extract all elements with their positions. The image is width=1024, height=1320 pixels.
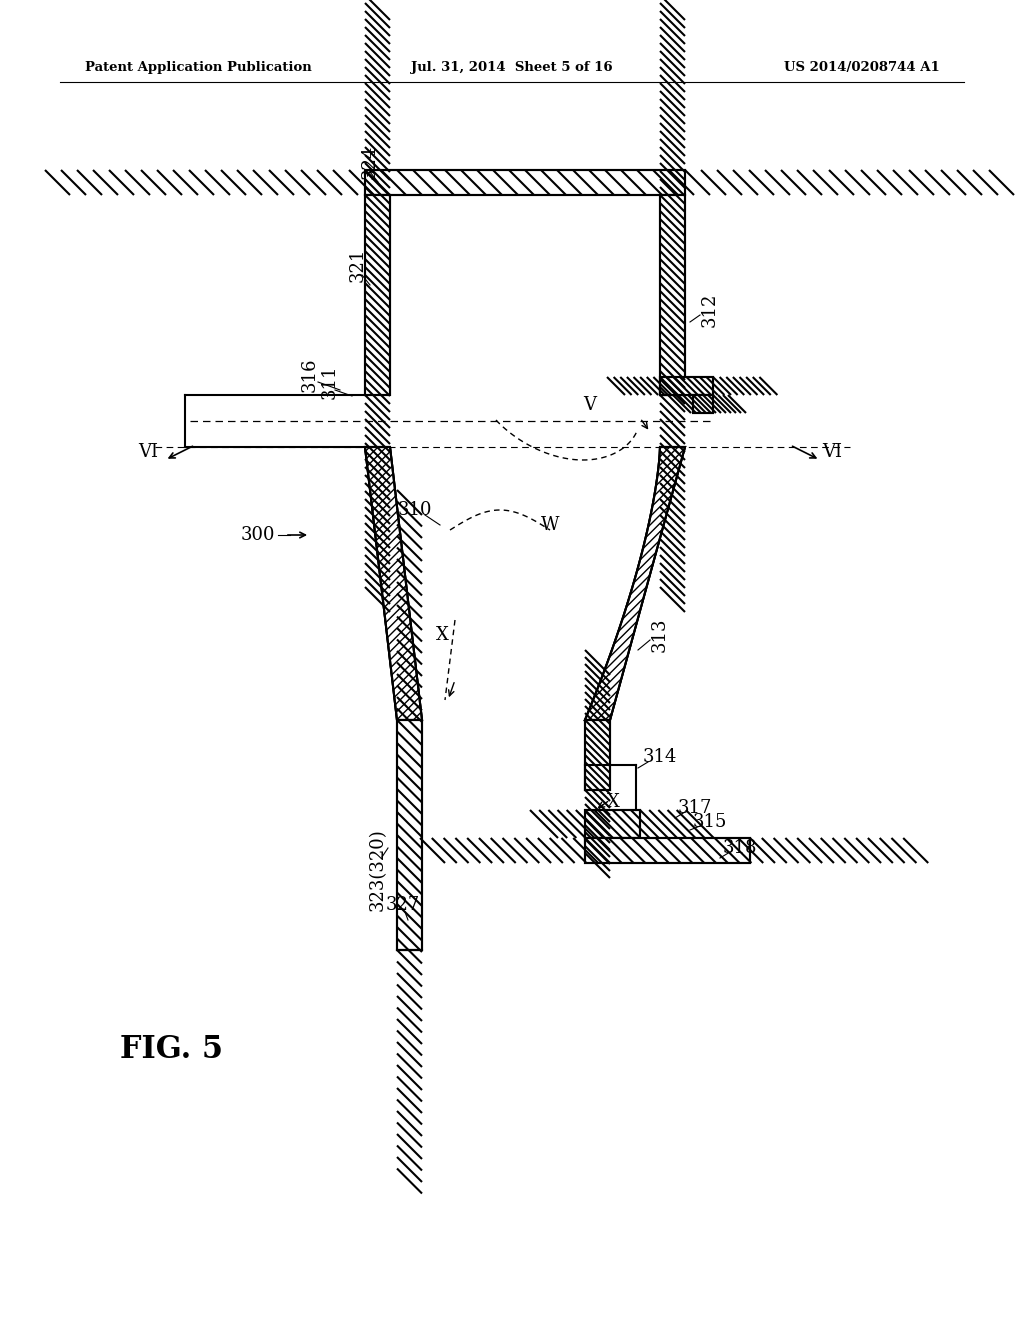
Polygon shape [585, 810, 640, 838]
Text: 315: 315 [693, 813, 727, 832]
Polygon shape [585, 447, 685, 719]
Text: X: X [606, 793, 620, 810]
Text: Jul. 31, 2014  Sheet 5 of 16: Jul. 31, 2014 Sheet 5 of 16 [412, 62, 612, 74]
Polygon shape [693, 395, 713, 413]
Text: FIG. 5: FIG. 5 [120, 1035, 223, 1065]
Polygon shape [397, 719, 422, 950]
Text: 312: 312 [701, 293, 719, 327]
Polygon shape [660, 195, 685, 395]
Text: 300: 300 [241, 525, 275, 544]
Polygon shape [365, 447, 422, 719]
Text: 327: 327 [386, 896, 420, 913]
Text: 324: 324 [361, 145, 379, 180]
Text: VI: VI [138, 444, 158, 461]
Text: Patent Application Publication: Patent Application Publication [85, 62, 311, 74]
Polygon shape [365, 195, 390, 395]
Polygon shape [585, 838, 750, 863]
Text: 317: 317 [678, 799, 712, 817]
Polygon shape [585, 447, 685, 719]
Text: 321: 321 [349, 248, 367, 282]
Text: 311: 311 [321, 364, 339, 399]
Text: V: V [584, 396, 597, 414]
Text: US 2014/0208744 A1: US 2014/0208744 A1 [784, 62, 940, 74]
Text: 323(320): 323(320) [369, 829, 387, 911]
Polygon shape [365, 170, 685, 195]
Text: W: W [541, 516, 559, 535]
Text: 310: 310 [397, 502, 432, 519]
Text: VI: VI [822, 444, 842, 461]
Text: 318: 318 [723, 840, 758, 857]
Text: 313: 313 [651, 618, 669, 652]
Text: 316: 316 [301, 358, 319, 392]
Polygon shape [660, 378, 713, 395]
Text: 314: 314 [643, 748, 677, 766]
Text: X: X [435, 626, 449, 644]
Polygon shape [585, 719, 610, 789]
Polygon shape [365, 447, 422, 719]
